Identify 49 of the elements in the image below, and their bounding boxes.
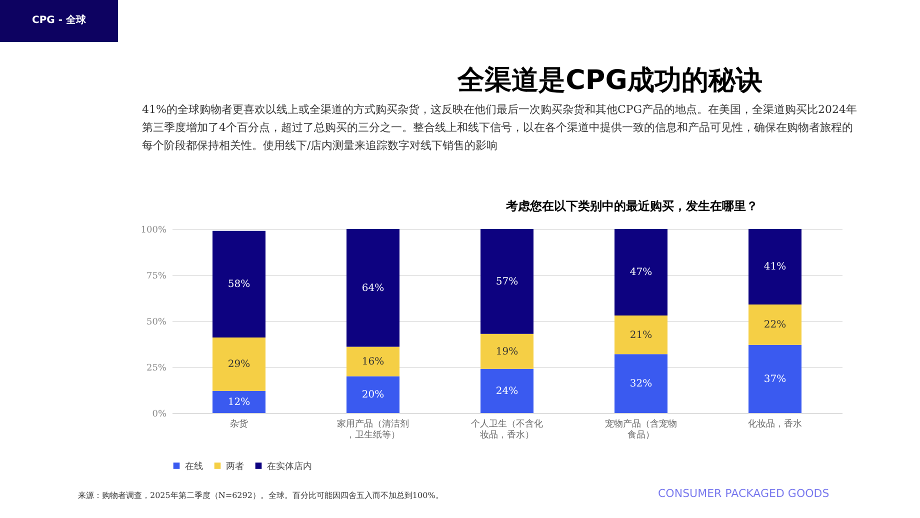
bar: [346, 376, 400, 413]
data-label: 16%: [362, 356, 384, 368]
bar: [614, 354, 668, 413]
bar: [614, 229, 668, 316]
bar: [480, 229, 534, 334]
data-label: 29%: [228, 359, 250, 370]
data-label: 64%: [362, 282, 384, 294]
legend-label: 在线: [185, 460, 203, 472]
bar: [346, 346, 400, 376]
chart-title: 全渠道是CPG成功的秘诀: [456, 64, 764, 98]
x-tick-label: 家用产品（清洁剂，卫生纸等）: [337, 418, 409, 440]
data-label: 57%: [496, 276, 518, 288]
bar: [614, 315, 668, 354]
text: CONSUMER PACKAGED GOODS: [658, 487, 830, 500]
y-tick-label: 50%: [146, 318, 167, 328]
bar: [480, 368, 534, 413]
y-tick-label: 25%: [146, 364, 167, 374]
y-tick-label: 0%: [152, 410, 167, 420]
bar: [346, 229, 400, 347]
data-label: 47%: [630, 267, 652, 278]
data-label: 58%: [228, 279, 250, 290]
x-tick-label: 个人卫生（不含化妆品，香水）: [471, 418, 543, 440]
bar: [212, 338, 266, 391]
x-tick-label: 化妆品，香水: [748, 418, 802, 430]
data-label: 37%: [764, 374, 786, 385]
bar: [748, 229, 802, 304]
data-label: 41%: [764, 262, 786, 273]
data-label: 24%: [496, 386, 518, 397]
y-tick-label: 100%: [140, 226, 167, 236]
text: CPG - 全球: [0, 0, 118, 42]
data-label: 21%: [630, 330, 652, 341]
legend-label: 在实体店内: [267, 460, 312, 472]
data-label: 12%: [228, 396, 250, 408]
data-label: 19%: [496, 346, 518, 358]
data-label: 32%: [630, 378, 652, 390]
bar: [212, 230, 266, 338]
bar: [212, 390, 266, 413]
legend-label: 两者: [226, 460, 244, 472]
x-tick-label: 宠物产品（含宠物食品）: [605, 418, 677, 440]
source-note: 来源：购物者调查，2025年第二季度（N=6292）。全球。百分比可能因四舍五入而不加总到100%。: [78, 490, 444, 501]
data-label: 22%: [764, 320, 786, 331]
x-tick-label: 杂货: [230, 418, 248, 430]
y-tick-label: 75%: [146, 272, 167, 282]
data-label: 20%: [362, 390, 384, 401]
bar: [748, 304, 802, 345]
bar: [748, 344, 802, 413]
chart-subtitle: 考虑您在以下类别中的最近购买，发生在哪里？: [505, 199, 758, 213]
text: 41%的全球购物者更喜欢以线上或全渠道的方式购买杂货，这反映在他们最后一次购买杂货和其他CPG产品的地点。在美国，全渠道购买比2024年第三季度增加了4个百分点，超过了总购买的三分之一。整合线上和线下信号，以在各个渠道中提供一致的信息和产品可见性，确保在购物者旅程的每个阶段都保持相关性。使用线下/店内测量来追踪数字对线下销售的影响: [142, 102, 858, 154]
bar: [480, 334, 534, 369]
